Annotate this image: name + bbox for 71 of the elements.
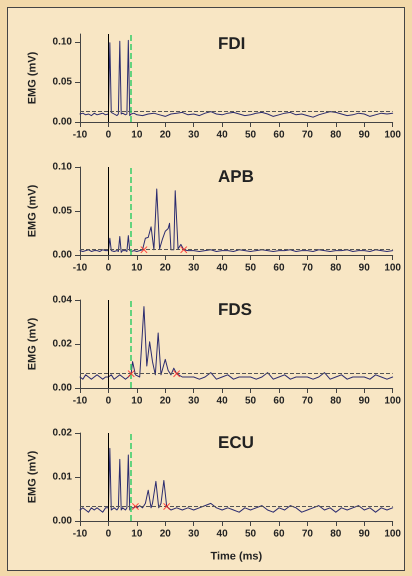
x-tick-label: 70 — [302, 262, 314, 274]
line-series — [80, 448, 394, 513]
x-tick-label: 80 — [330, 130, 342, 140]
x-tick-label: 100 — [384, 130, 402, 140]
chart-title: FDS — [218, 300, 252, 319]
x-tick-label: -10 — [72, 262, 88, 274]
x-tick-label: 30 — [188, 262, 200, 274]
x-tick-label: 20 — [160, 262, 172, 274]
y-tick-label: 0.00 — [52, 116, 72, 128]
line-series — [80, 188, 394, 253]
x-tick-label: -10 — [72, 528, 88, 540]
x-tick-label: 60 — [273, 130, 285, 140]
chart-title: APB — [218, 167, 254, 186]
x-tick-label: 10 — [131, 396, 143, 406]
y-tick-label: 0.10 — [52, 36, 72, 48]
x-tick-label: 30 — [188, 396, 200, 406]
chart-title: FDI — [218, 34, 246, 53]
x-tick-label: 80 — [330, 396, 342, 406]
x-tick-label: 90 — [358, 130, 370, 140]
x-tick-label: 30 — [188, 130, 200, 140]
x-tick-label: 0 — [106, 130, 112, 140]
x-tick-label: 100 — [384, 396, 402, 406]
x-tick-label: 50 — [244, 528, 257, 540]
y-tick-label: 0.00 — [52, 516, 72, 526]
x-tick-label: 90 — [358, 528, 370, 540]
x-tick-label: 80 — [330, 262, 342, 274]
x-tick-label: -10 — [72, 396, 88, 406]
y-axis-title: EMG (mV) — [26, 51, 38, 104]
x-tick-label: 40 — [216, 528, 228, 540]
x-tick-label: 70 — [302, 528, 314, 540]
y-tick-label: 0.05 — [52, 76, 72, 88]
y-tick-label: 0.05 — [52, 206, 72, 216]
x-tick-label: 80 — [330, 528, 342, 540]
y-tick-label: 0.01 — [52, 472, 72, 482]
y-tick-label: 0.02 — [52, 338, 72, 350]
x-tick-label: 90 — [358, 396, 370, 406]
x-tick-label: 10 — [131, 130, 143, 140]
x-tick-label: 40 — [216, 396, 228, 406]
x-tick-label: 50 — [244, 130, 257, 140]
x-tick-label: 70 — [302, 130, 314, 140]
y-tick-label: 0.00 — [52, 382, 72, 394]
x-tick-label: 20 — [160, 396, 172, 406]
y-axis-title: EMG (mV) — [26, 450, 38, 504]
x-tick-label: 100 — [384, 262, 402, 274]
x-tick-label: 20 — [160, 130, 172, 140]
x-tick-label: -10 — [72, 130, 88, 140]
x-tick-label: 90 — [358, 262, 370, 274]
y-axis-title: EMG (mV) — [26, 317, 38, 370]
x-tick-label: 30 — [188, 528, 200, 540]
x-tick-label: 50 — [244, 396, 257, 406]
y-tick-label: 0.10 — [52, 162, 72, 172]
x-tick-label: 10 — [131, 262, 143, 274]
x-tick-label: 70 — [302, 396, 314, 406]
y-tick-label: 0.04 — [52, 294, 72, 306]
y-axis-title: EMG (mV) — [26, 184, 38, 238]
x-axis-title: Time (ms) — [210, 550, 263, 562]
y-tick-label: 0.02 — [52, 428, 72, 438]
x-tick-label: 0 — [106, 262, 112, 274]
x-tick-label: 50 — [244, 262, 257, 274]
x-tick-label: 60 — [273, 528, 285, 540]
x-tick-label: 60 — [273, 396, 285, 406]
y-tick-label: 0.00 — [52, 250, 72, 260]
x-tick-label: 10 — [131, 528, 143, 540]
x-tick-label: 40 — [216, 262, 228, 274]
x-tick-label: 0 — [106, 396, 112, 406]
x-tick-label: 20 — [160, 528, 172, 540]
x-tick-label: 40 — [216, 130, 228, 140]
x-tick-label: 100 — [384, 528, 402, 540]
x-tick-label: 0 — [106, 528, 112, 540]
chart-title: ECU — [218, 433, 254, 452]
x-tick-label: 60 — [273, 262, 285, 274]
